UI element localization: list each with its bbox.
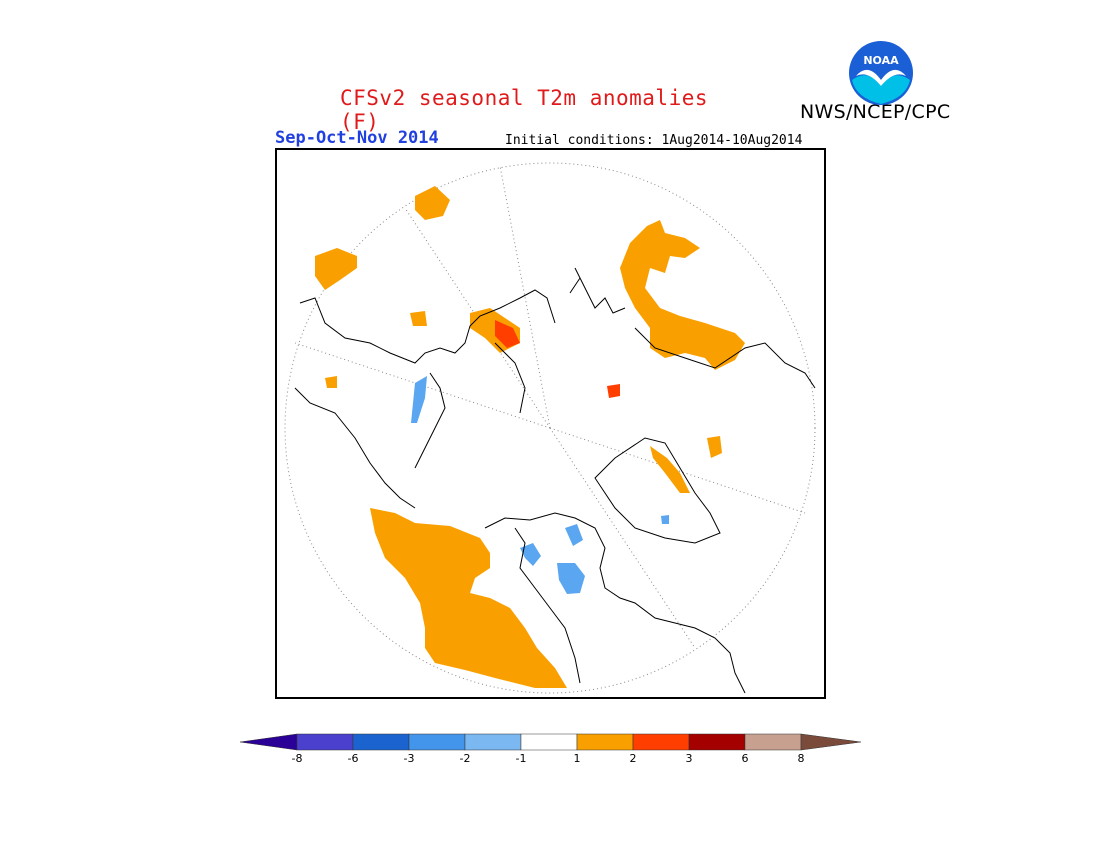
chukotka-hot-spot	[495, 320, 520, 348]
iceland-warm-region	[707, 436, 722, 458]
colorbar-swatch	[464, 733, 522, 751]
north-america-warm-region	[370, 508, 567, 688]
small-warm-spot-2	[325, 376, 337, 388]
colorbar-swatch	[352, 733, 410, 751]
bering-cool-streak	[411, 376, 427, 423]
colorbar-swatch	[296, 733, 354, 751]
scandinavia-warm-region	[620, 220, 745, 370]
colorbar-arrow-low	[240, 733, 298, 751]
strong-positive-anomaly-regions	[495, 320, 620, 398]
colorbar-tick-label: -2	[460, 752, 471, 765]
logo-text: NOAA	[863, 54, 899, 67]
canadian-arctic-cool-region	[520, 543, 541, 566]
colorbar-tick-label: -8	[292, 752, 303, 765]
colorbar-tick-label: -6	[348, 752, 359, 765]
colorbar-tick-label: 1	[574, 752, 581, 765]
polar-map	[275, 148, 826, 699]
siberia-hot-spot	[607, 384, 620, 398]
colorbar-tick-label: 6	[742, 752, 749, 765]
colorbar-swatch	[744, 733, 802, 751]
greenland-cool-spot	[661, 515, 669, 524]
colorbar-tick-label: -1	[516, 752, 527, 765]
map-title: CFSv2 seasonal T2m anomalies (F)	[340, 86, 709, 134]
negative-anomaly-regions	[411, 376, 669, 594]
small-warm-spot-1	[410, 311, 427, 326]
colorbar: -8 -6 -3 -2 -1 1 2 3 6 8	[240, 733, 862, 765]
season-label: Sep-Oct-Nov 2014	[275, 128, 439, 148]
greenland-coast-warm-region	[650, 446, 690, 493]
initial-conditions-label: Initial conditions: 1Aug2014-10Aug2014	[505, 133, 803, 148]
colorbar-tick-label: -3	[404, 752, 415, 765]
gull-icon	[856, 69, 906, 86]
colorbar-tick-label: 2	[630, 752, 637, 765]
colorbar-swatch	[688, 733, 746, 751]
map-graticule	[284, 162, 816, 694]
colorbar-swatches	[240, 733, 862, 751]
positive-anomaly-regions	[315, 186, 745, 688]
colorbar-swatch	[576, 733, 634, 751]
colorbar-swatch	[632, 733, 690, 751]
colorbar-labels: -8 -6 -3 -2 -1 1 2 3 6 8	[292, 752, 805, 765]
colorbar-tick-label: 8	[798, 752, 805, 765]
agency-label: NWS/NCEP/CPC	[800, 101, 951, 123]
hudson-bay-cool-region	[557, 563, 585, 594]
coastlines	[294, 267, 816, 694]
colorbar-arrow-high	[800, 733, 862, 751]
archipelago-cool-region	[565, 524, 583, 546]
noaa-logo: NOAA	[849, 41, 913, 105]
east-siberia-warm-region	[315, 248, 357, 290]
colorbar-swatch	[520, 733, 578, 751]
alaska-warm-region	[415, 186, 450, 220]
colorbar-swatch	[408, 733, 466, 751]
colorbar-tick-label: 3	[686, 752, 693, 765]
